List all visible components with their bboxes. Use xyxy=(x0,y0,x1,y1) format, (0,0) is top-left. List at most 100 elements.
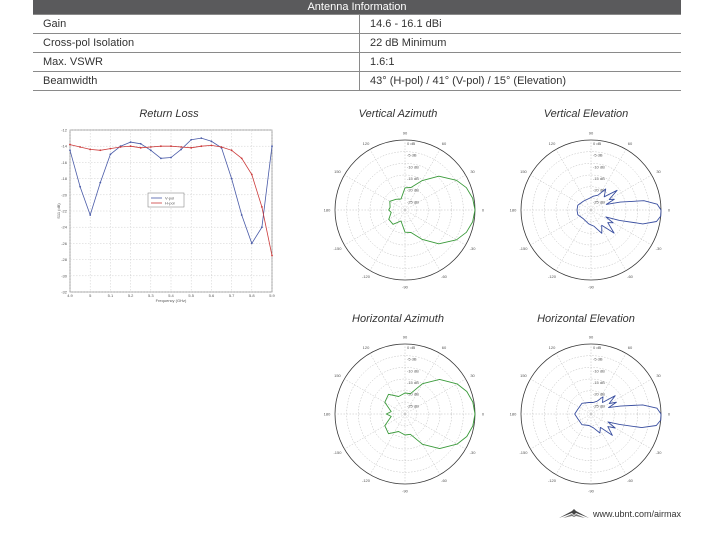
table-row: Max. VSWR 1.6:1 xyxy=(33,52,681,72)
row-value: 22 dB Minimum xyxy=(359,33,681,53)
data-point xyxy=(180,146,182,148)
angle-label: -30 xyxy=(656,450,663,455)
ring-label: -20 dB xyxy=(593,188,605,193)
grid-spoke xyxy=(530,413,592,450)
data-point xyxy=(230,177,233,180)
grid-ring xyxy=(381,390,429,438)
data-point xyxy=(139,146,142,149)
grid-spoke xyxy=(590,378,652,415)
vertical-elevation-title: Vertical Elevation xyxy=(543,108,629,120)
y-axis-label: S11 (dB) xyxy=(56,203,61,219)
data-point xyxy=(129,145,132,148)
ring-label: 0 dB xyxy=(407,141,416,146)
legend-box xyxy=(147,192,185,208)
table-row: Gain 14.6 - 16.1 dBi xyxy=(33,14,681,34)
x-tick-label: 5.6 xyxy=(209,293,215,298)
data-point xyxy=(160,145,162,148)
ring-label: -15 dB xyxy=(593,380,605,385)
angle-label: 180 xyxy=(510,208,517,213)
vertical-azimuth-plot: 0 dB -5 dB -10 dB -15 dB -20 dB -25 dB 90 60 30 0… xyxy=(324,131,485,290)
grid-spoke xyxy=(369,413,406,475)
data-point xyxy=(261,206,263,208)
x-tick-label: 4.9 xyxy=(67,293,73,298)
data-point xyxy=(250,242,253,245)
angle-label: 60 xyxy=(442,345,447,350)
grid-spoke xyxy=(404,378,466,415)
angle-label: 30 xyxy=(656,373,661,378)
ring-label: -10 dB xyxy=(593,368,605,373)
grid-ring xyxy=(393,402,417,426)
data-point xyxy=(170,145,172,148)
horizontal-elevation-title: Horizontal Elevation xyxy=(537,313,635,325)
angle-label: -150 xyxy=(333,246,342,251)
angle-label: 30 xyxy=(470,373,475,378)
angle-label: 150 xyxy=(334,373,341,378)
data-point xyxy=(109,147,112,150)
data-point xyxy=(69,149,71,152)
row-value: 14.6 - 16.1 dBi xyxy=(359,14,681,34)
angle-label: -30 xyxy=(470,246,477,251)
angle-label: -30 xyxy=(656,246,663,251)
horizontal-elevation-plot: 0 dB -5 dB -10 dB -15 dB -20 dB -25 dB 90 60 30 0… xyxy=(510,335,671,494)
grid-spoke xyxy=(555,209,592,271)
data-point xyxy=(240,157,243,160)
row-value: 1.6:1 xyxy=(359,52,681,72)
ring-label: -25 dB xyxy=(407,199,419,204)
x-tick-label: 5.2 xyxy=(128,293,134,298)
data-point xyxy=(109,153,112,156)
antenna-info-table: Antenna Information Gain 14.6 - 16.1 dBi… xyxy=(33,0,681,91)
data-point xyxy=(240,214,243,216)
y-tick-label: -26 xyxy=(61,241,68,246)
row-label: Gain xyxy=(33,14,360,34)
y-tick-label: -28 xyxy=(61,257,68,262)
grid-ring xyxy=(544,163,638,257)
angle-label: 180 xyxy=(324,412,331,417)
data-point xyxy=(250,173,253,176)
ring-label: -5 dB xyxy=(407,153,417,158)
angle-label: -90 xyxy=(588,489,595,494)
angle-label: 0 xyxy=(482,412,485,417)
x-tick-label: 5.5 xyxy=(188,293,194,298)
grid-spoke xyxy=(590,413,652,450)
grid-spoke xyxy=(344,378,406,415)
grid-spoke xyxy=(590,209,627,271)
x-tick-label: 5.7 xyxy=(229,293,235,298)
ring-label: -20 dB xyxy=(593,392,605,397)
y-tick-label: -12 xyxy=(61,128,68,133)
angle-label: 30 xyxy=(656,169,661,174)
angle-label: 180 xyxy=(510,412,517,417)
data-point xyxy=(79,185,81,188)
ring-label: -25 dB xyxy=(593,403,605,408)
grid-ring xyxy=(393,198,417,222)
y-tick-label: -20 xyxy=(61,192,68,197)
data-point xyxy=(99,149,102,152)
x-tick-label: 5.8 xyxy=(249,293,255,298)
angle-label: -60 xyxy=(441,478,448,483)
y-tick-label: -24 xyxy=(61,225,68,230)
angle-label: 150 xyxy=(520,169,527,174)
grid-ring xyxy=(567,390,615,438)
ring-label: 0 dB xyxy=(407,345,416,350)
grid-spoke xyxy=(555,149,592,211)
grid-ring xyxy=(369,174,441,246)
angle-label: 150 xyxy=(334,169,341,174)
footer-url[interactable]: www.ubnt.com/airmax xyxy=(592,509,681,519)
angle-label: -30 xyxy=(470,450,477,455)
vertical-azimuth-title: Vertical Azimuth xyxy=(358,108,438,120)
row-label: Beamwidth xyxy=(33,71,360,91)
radiation-pattern xyxy=(576,188,662,234)
data-point xyxy=(210,140,213,143)
angle-label: -120 xyxy=(548,478,557,483)
y-tick-label: -30 xyxy=(61,273,68,278)
angle-label: -120 xyxy=(362,478,371,483)
ring-label: -5 dB xyxy=(593,153,603,158)
vertical-elevation-plot: 0 dB -5 dB -10 dB -15 dB -20 dB -25 dB 90 60 30 0… xyxy=(510,131,671,290)
data-point xyxy=(170,156,172,159)
data-point xyxy=(190,138,193,141)
ring-label: -10 dB xyxy=(407,164,419,169)
grid-spoke xyxy=(404,209,441,271)
radiation-pattern xyxy=(388,175,476,245)
y-tick-label: -16 xyxy=(61,160,68,165)
ring-label: -10 dB xyxy=(407,368,419,373)
